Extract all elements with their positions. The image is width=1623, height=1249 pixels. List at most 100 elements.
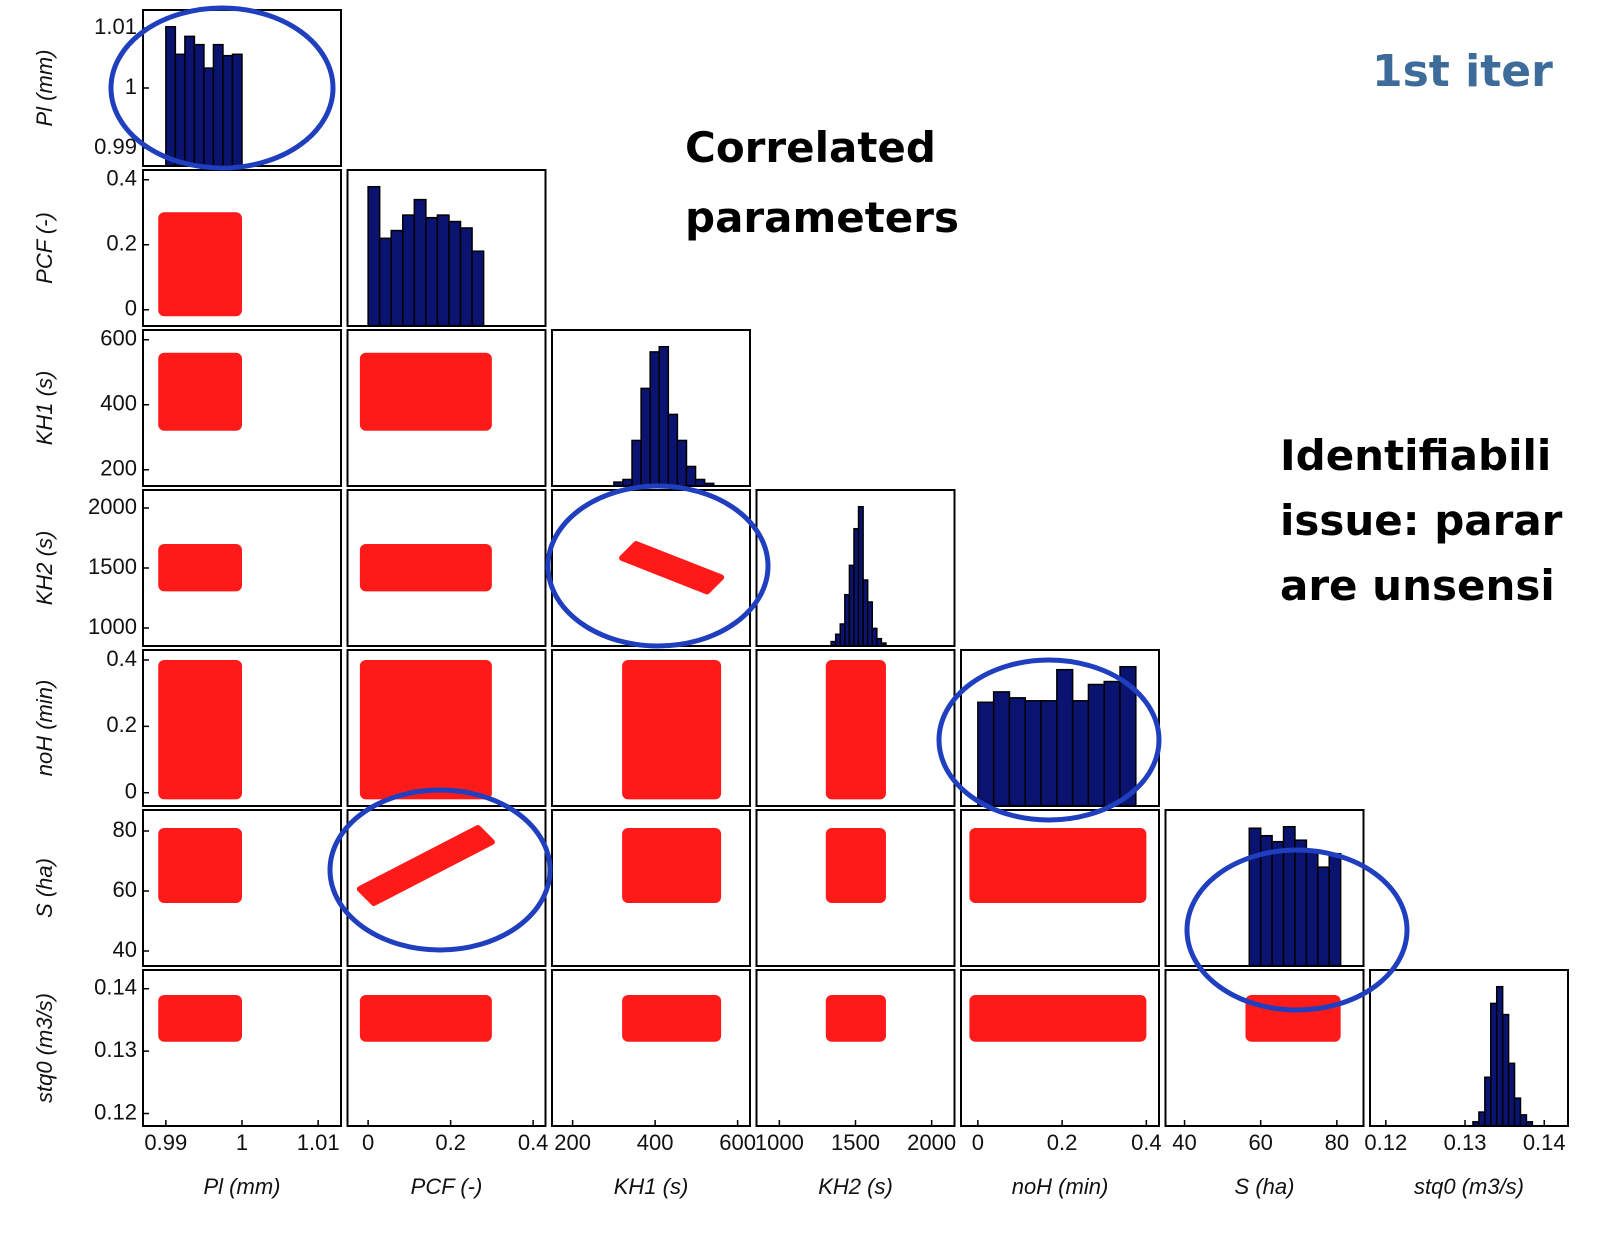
x-tick-label: 0.13 — [1444, 1130, 1487, 1155]
hist-bar — [1495, 985, 1504, 1127]
x-tick-label: 600 — [719, 1130, 756, 1155]
panel-frame — [755, 489, 956, 647]
panel-frame — [346, 969, 547, 1127]
y-tick-label: 0.12 — [94, 1099, 137, 1124]
hist-bar — [676, 439, 688, 487]
hist-bar — [1008, 697, 1026, 807]
hist-bar — [992, 691, 1011, 807]
hist-bar — [436, 214, 450, 327]
panel-frame — [755, 649, 956, 807]
cloud — [158, 352, 242, 431]
y-axis-label: KH1 (s) — [32, 371, 57, 446]
x-axis-label: noH (min) — [1012, 1174, 1109, 1199]
hist-bar — [1056, 668, 1074, 807]
highlight — [1184, 847, 1410, 1013]
x-tick-label: 0.4 — [518, 1130, 549, 1155]
hist-bar — [1071, 700, 1090, 807]
y-tick-label: 0.2 — [106, 231, 137, 256]
hist-bar — [184, 35, 196, 167]
panel-frame — [346, 489, 547, 647]
hist-bar — [1271, 840, 1285, 967]
panel-frame — [346, 169, 547, 327]
annotation: Correlated — [685, 123, 936, 172]
x-tick-label: 0.4 — [1131, 1130, 1162, 1155]
x-tick-label: 40 — [1172, 1130, 1196, 1155]
hist-bar — [212, 43, 224, 167]
hist-bar — [658, 345, 670, 487]
cloud — [825, 828, 886, 903]
y-tick-label: 1.01 — [94, 14, 137, 39]
panel-frame — [1164, 969, 1365, 1127]
x-axis-label: S (ha) — [1235, 1174, 1295, 1199]
x-tick-label: 0.2 — [435, 1130, 466, 1155]
panel-frame — [551, 649, 751, 807]
cloud — [1245, 994, 1341, 1042]
hist-bar — [402, 214, 416, 327]
hist-bar — [390, 229, 404, 327]
hist-bar — [1484, 1076, 1492, 1127]
x-axis-label: KH1 (s) — [614, 1174, 689, 1199]
x-tick-label: 60 — [1248, 1130, 1272, 1155]
hist-bar — [1490, 1002, 1498, 1127]
y-tick-label: 0.4 — [106, 166, 137, 191]
panel-frame — [755, 969, 956, 1127]
y-axis-label: stq0 (m3/s) — [32, 993, 57, 1103]
cloud — [622, 994, 722, 1042]
highlight — [327, 787, 553, 953]
x-tick-label: 0.99 — [144, 1130, 187, 1155]
y-tick-label: 0.4 — [106, 646, 137, 671]
panel-frame — [142, 969, 342, 1127]
x-tick-label: 2000 — [907, 1130, 956, 1155]
y-tick-label: 0 — [125, 779, 137, 804]
x-tick-label: 0 — [972, 1130, 984, 1155]
x-axis-label: PCF (-) — [411, 1174, 483, 1199]
panel-frame — [346, 649, 547, 807]
cloud — [825, 994, 886, 1042]
panel-frame — [142, 809, 342, 967]
hist-bar — [448, 220, 462, 327]
y-axis-label: Pl (mm) — [32, 50, 57, 127]
hist-bar — [425, 216, 439, 327]
x-tick-label: 0.12 — [1364, 1130, 1407, 1155]
cloud — [359, 544, 492, 592]
hist-bar — [1328, 852, 1342, 967]
highlight — [545, 483, 771, 649]
hist-bar — [667, 413, 679, 487]
highlight-circles — [108, 5, 1410, 1013]
hist-bar — [222, 54, 234, 167]
panel-frame — [960, 969, 1160, 1127]
y-tick-label: 80 — [113, 817, 137, 842]
highlight — [108, 5, 336, 171]
y-axis-label: noH (min) — [32, 680, 57, 777]
hist-bar — [1024, 700, 1042, 807]
hist-bar — [1248, 827, 1262, 967]
y-tick-label: 2000 — [88, 494, 137, 519]
annotation: are unsensi — [1280, 561, 1555, 610]
panel-frame — [142, 169, 342, 327]
y-tick-label: 600 — [100, 326, 137, 351]
x-tick-label: 1000 — [755, 1130, 804, 1155]
cloud — [622, 828, 722, 903]
x-tick-label: 400 — [637, 1130, 674, 1155]
y-tick-label: 0 — [125, 296, 137, 321]
cloud — [359, 994, 492, 1042]
hist-bar — [1478, 1111, 1486, 1127]
x-tick-label: 1500 — [831, 1130, 880, 1155]
matrix: 0.99 0.99 1 1 1.01 1.01 Pl (mm) Pl (mm) 0 0 0.2 0.2… — [32, 9, 1569, 1199]
y-tick-label: 1500 — [88, 554, 137, 579]
x-tick-label: 0.14 — [1523, 1130, 1566, 1155]
y-tick-label: 0.99 — [94, 134, 137, 159]
hist-bar — [165, 25, 177, 167]
y-axis-label: KH2 (s) — [32, 531, 57, 606]
hist-bar — [1519, 1114, 1528, 1127]
y-tick-label: 400 — [100, 391, 137, 416]
y-tick-label: 0.2 — [106, 712, 137, 737]
x-axis-label: Pl (mm) — [204, 1174, 281, 1199]
slide-title: 1st iter — [1372, 46, 1553, 97]
cloud — [158, 659, 242, 800]
hist-bar — [1087, 683, 1105, 807]
panel-frame — [960, 809, 1160, 967]
highlight — [936, 657, 1162, 823]
hist-bar — [203, 67, 215, 167]
